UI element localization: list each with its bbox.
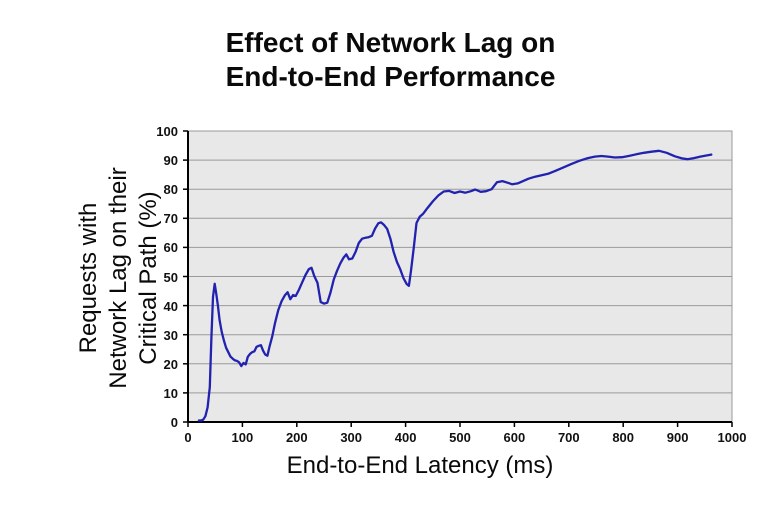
line-series-requests-with-network-lag-on-critical-path bbox=[197, 149, 713, 422]
x-tick-label-800: 800 bbox=[612, 430, 635, 445]
chart-title: Effect of Network Lag on End-to-End Perf… bbox=[225, 27, 556, 92]
x-tick-label-100: 100 bbox=[231, 430, 254, 445]
x-tick-label-900: 900 bbox=[666, 430, 689, 445]
x-tick-label-500: 500 bbox=[449, 430, 471, 445]
x-tick-label-700: 700 bbox=[557, 430, 580, 445]
x-tick-label-200: 200 bbox=[285, 430, 308, 445]
x-tick-label-600: 600 bbox=[503, 430, 526, 445]
x-axis-title: End-to-End Latency (ms) bbox=[286, 452, 554, 479]
y-tick-label-10: 10 bbox=[163, 385, 178, 401]
y-tick-label-40: 40 bbox=[163, 298, 178, 314]
y-tick-label-70: 70 bbox=[163, 211, 178, 227]
y-tick-label-0: 0 bbox=[170, 415, 178, 430]
y-tick-label-50: 50 bbox=[163, 269, 178, 285]
y-tick-label-20: 20 bbox=[163, 356, 178, 372]
x-tick-label-0: 0 bbox=[184, 430, 192, 445]
x-tick-label-1000: 1000 bbox=[717, 430, 747, 445]
y-tick-label-80: 80 bbox=[163, 182, 178, 198]
x-tick-label-300: 300 bbox=[340, 430, 363, 445]
y-tick-label-30: 30 bbox=[163, 327, 178, 343]
y-tick-label-100: 100 bbox=[156, 124, 178, 139]
y-tick-label-60: 60 bbox=[163, 240, 178, 256]
y-tick-label-90: 90 bbox=[163, 153, 178, 169]
plot-area bbox=[183, 130, 733, 427]
x-tick-label-400: 400 bbox=[394, 430, 417, 445]
chart-svg bbox=[183, 130, 733, 427]
